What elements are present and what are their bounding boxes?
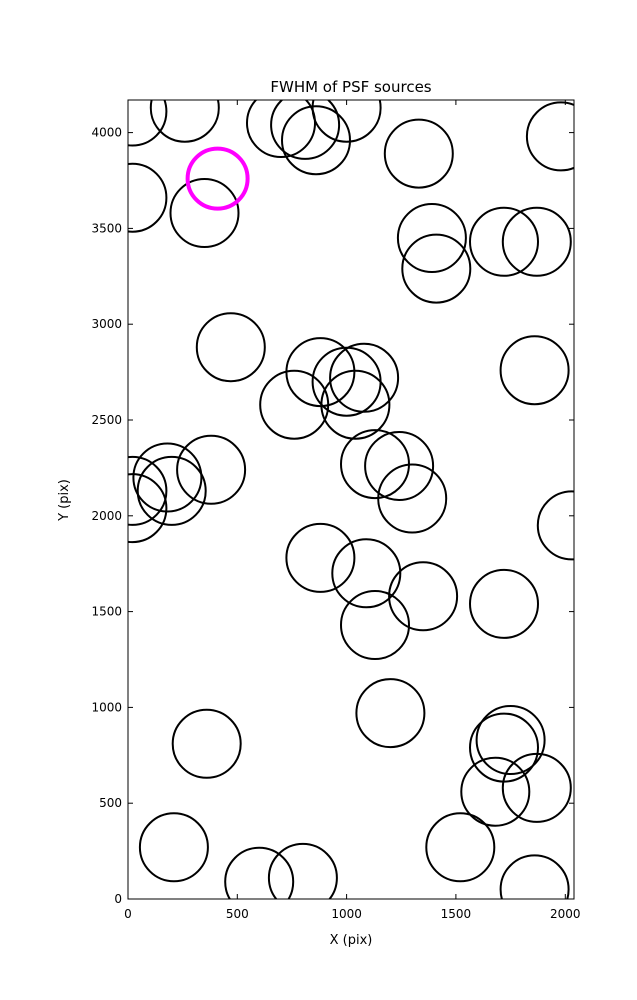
source-marker xyxy=(499,335,570,406)
source-marker xyxy=(536,490,574,561)
source-marker xyxy=(329,342,400,413)
highlighted-source-marker xyxy=(185,146,250,211)
chart-title: FWHM of PSF sources xyxy=(270,78,431,96)
ticks-layer: 0 500 1000 1500 2000 0 500 1000 1500 2000 2500 3000… xyxy=(91,100,581,921)
source-marker xyxy=(259,369,330,440)
markers-layer xyxy=(128,100,574,899)
source-marker xyxy=(525,101,574,172)
source-marker xyxy=(285,522,356,593)
source-marker xyxy=(128,473,168,544)
source-marker xyxy=(270,100,341,160)
y-tick-label: 1500 xyxy=(91,605,122,619)
source-marker xyxy=(501,206,572,277)
source-marker xyxy=(136,455,207,526)
y-tick-label: 3500 xyxy=(91,221,122,235)
source-marker xyxy=(355,678,426,749)
source-marker xyxy=(396,203,467,273)
source-marker xyxy=(138,812,209,883)
source-marker xyxy=(364,431,435,501)
source-marker xyxy=(132,442,203,513)
source-marker xyxy=(377,463,448,534)
source-marker xyxy=(383,118,454,189)
source-marker xyxy=(388,561,459,632)
source-marker xyxy=(469,206,539,277)
source-marker xyxy=(340,590,410,660)
y-tick-label: 3000 xyxy=(91,317,122,331)
source-marker xyxy=(331,538,402,609)
x-tick-label: 2000 xyxy=(550,907,581,921)
y-tick-label: 2500 xyxy=(91,413,122,427)
source-marker xyxy=(501,752,572,823)
x-tick-label: 0 xyxy=(124,907,132,921)
source-marker xyxy=(176,434,247,505)
source-marker xyxy=(169,178,240,248)
y-axis-label: Y (pix) xyxy=(57,479,72,522)
x-tick-label: 1500 xyxy=(441,907,472,921)
source-marker xyxy=(149,100,220,143)
x-tick-label: 500 xyxy=(226,907,249,921)
source-marker xyxy=(281,105,351,176)
source-marker xyxy=(499,854,570,899)
source-marker xyxy=(128,162,168,233)
y-tick-label: 4000 xyxy=(91,126,122,140)
source-marker xyxy=(128,455,168,526)
x-axis-label: X (pix) xyxy=(330,933,373,948)
source-marker xyxy=(320,369,391,440)
x-tick-label: 1000 xyxy=(331,907,362,921)
y-tick-label: 1000 xyxy=(91,700,122,714)
source-marker xyxy=(224,846,295,899)
source-marker xyxy=(128,100,168,147)
source-marker xyxy=(267,842,338,899)
source-marker xyxy=(460,756,531,827)
source-marker xyxy=(246,100,316,158)
source-marker xyxy=(469,568,539,639)
source-marker xyxy=(401,233,472,304)
source-marker xyxy=(171,708,242,779)
source-marker xyxy=(425,812,496,883)
source-marker xyxy=(311,100,382,143)
source-marker xyxy=(195,312,266,383)
source-marker xyxy=(475,705,546,775)
y-tick-label: 500 xyxy=(99,796,122,810)
y-tick-label: 0 xyxy=(114,892,122,906)
plot-frame xyxy=(127,99,575,900)
y-tick-label: 2000 xyxy=(91,509,122,523)
